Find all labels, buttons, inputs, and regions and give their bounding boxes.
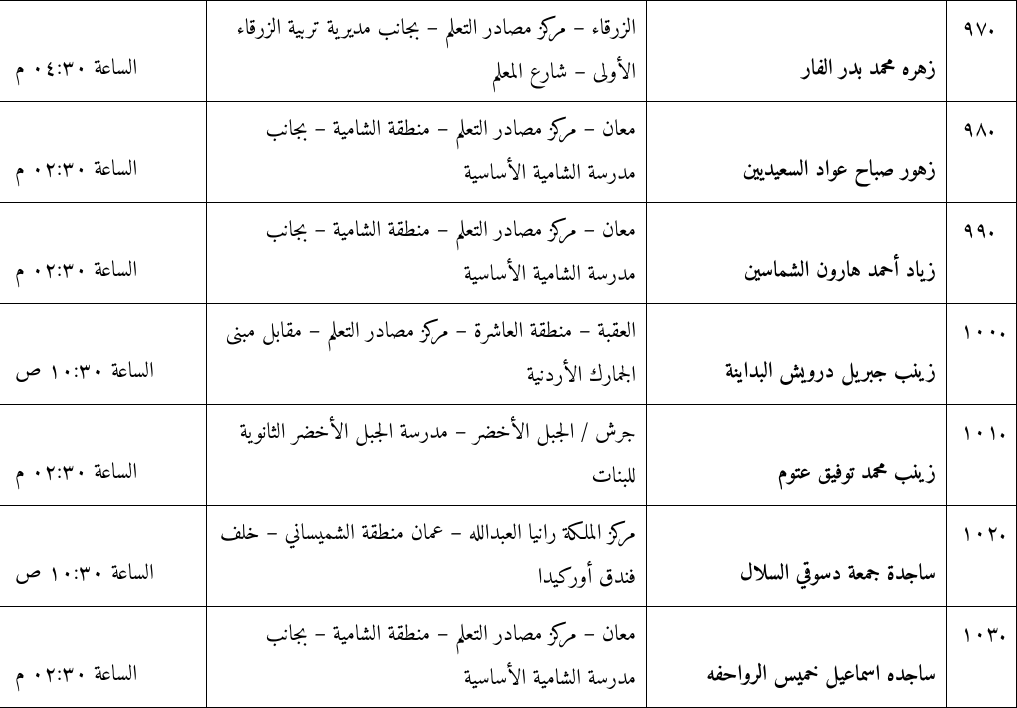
row-time: الساعة ٠٢:٣٠ م bbox=[0, 607, 207, 708]
table-body: .٩٧ زهره محمد بدر الفار الزرقاء – مركز م… bbox=[0, 1, 1017, 708]
row-location: مركز الملكة رانيا العبدالله – عمان منطقة… bbox=[207, 506, 647, 607]
table-row: .١٠٠ زينب جبريل درويش البداينة العقبة – … bbox=[0, 304, 1017, 405]
row-time: الساعة ٠٢:٣٠ م bbox=[0, 405, 207, 506]
row-name: زياد أحمد هارون الشماسين bbox=[647, 203, 947, 304]
row-index: .١٠٢ bbox=[947, 506, 1017, 607]
row-name: زينب جبريل درويش البداينة bbox=[647, 304, 947, 405]
row-index: .٩٨ bbox=[947, 102, 1017, 203]
row-location: معان – مركز مصادر التعلم – منطقة الشامية… bbox=[207, 203, 647, 304]
row-name: ساجدة جمعة دسوقي السلال bbox=[647, 506, 947, 607]
row-name: زينب محمد توفيق عتوم bbox=[647, 405, 947, 506]
row-time: الساعة ١٠:٣٠ ص bbox=[0, 304, 207, 405]
row-name: زهور صباح عواد السعيديين bbox=[647, 102, 947, 203]
row-index: .٩٧ bbox=[947, 1, 1017, 102]
table-row: .٩٩ زياد أحمد هارون الشماسين معان – مركز… bbox=[0, 203, 1017, 304]
row-location: جرش / الجبل الأخضر – مدرسة الجبل الأخضر … bbox=[207, 405, 647, 506]
row-time: الساعة ٠٢:٣٠ م bbox=[0, 102, 207, 203]
schedule-table: .٩٧ زهره محمد بدر الفار الزرقاء – مركز م… bbox=[0, 0, 1017, 708]
row-time: الساعة ٠٢:٣٠ م bbox=[0, 203, 207, 304]
row-time: الساعة ١٠:٣٠ ص bbox=[0, 506, 207, 607]
table-row: .١٠٢ ساجدة جمعة دسوقي السلال مركز الملكة… bbox=[0, 506, 1017, 607]
row-index: .١٠٣ bbox=[947, 607, 1017, 708]
row-index: .٩٩ bbox=[947, 203, 1017, 304]
row-location: معان – مركز مصادر التعلم – منطقة الشامية… bbox=[207, 607, 647, 708]
table-row: .١٠٣ ساجده اسماعيل خميس الرواحفه معان – … bbox=[0, 607, 1017, 708]
row-location: الزرقاء – مركز مصادر التعلم – بجانب مدير… bbox=[207, 1, 647, 102]
row-index: .١٠٠ bbox=[947, 304, 1017, 405]
table-row: .١٠١ زينب محمد توفيق عتوم جرش / الجبل ال… bbox=[0, 405, 1017, 506]
page: .٩٧ زهره محمد بدر الفار الزرقاء – مركز م… bbox=[0, 0, 1017, 610]
row-name: زهره محمد بدر الفار bbox=[647, 1, 947, 102]
row-location: العقبة – منطقة العاشرة – مركز مصادر التع… bbox=[207, 304, 647, 405]
row-name: ساجده اسماعيل خميس الرواحفه bbox=[647, 607, 947, 708]
row-location: معان – مركز مصادر التعلم – منطقة الشامية… bbox=[207, 102, 647, 203]
row-time: الساعة ٠٤:٣٠ م bbox=[0, 1, 207, 102]
table-row: .٩٧ زهره محمد بدر الفار الزرقاء – مركز م… bbox=[0, 1, 1017, 102]
row-index: .١٠١ bbox=[947, 405, 1017, 506]
table-row: .٩٨ زهور صباح عواد السعيديين معان – مركز… bbox=[0, 102, 1017, 203]
